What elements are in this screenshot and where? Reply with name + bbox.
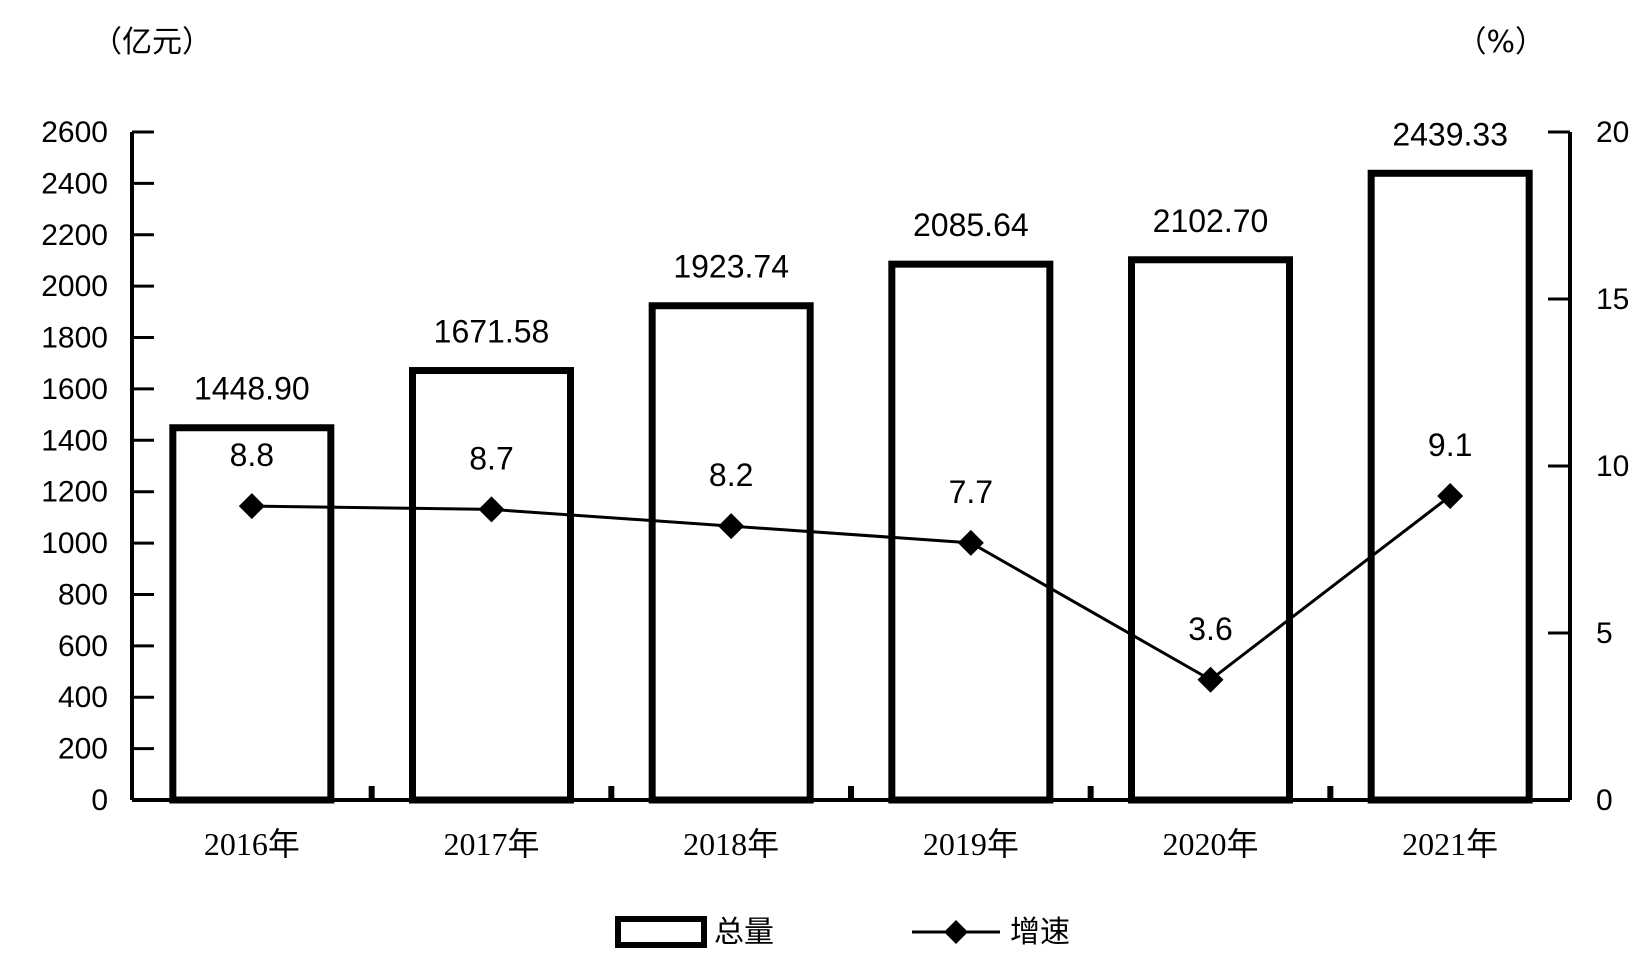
growth-value-label: 7.7 [949,474,993,510]
bar-value-label: 1923.74 [673,249,789,285]
growth-marker [238,493,265,520]
legend-bar-swatch [615,916,707,948]
left-tick-label: 600 [58,630,108,663]
bar-value-label: 1671.58 [434,314,550,350]
left-tick-label: 2400 [41,167,108,200]
legend-line-label: 增速 [1010,915,1070,950]
right-axis-ticks: 0 5 10 15 20 [1548,116,1629,817]
legend: 总量 增速 [615,915,1070,950]
growth-value-label: 9.1 [1428,427,1472,463]
growth-value-label: 8.7 [469,440,513,476]
left-axis-ticks: 0 200 400 600 800 1000 1200 1400 1600 1800 2000 220… [41,116,154,817]
bar-value-labels: 1448.90 1671.58 1923.74 2085.64 2102.70 2439.… [194,116,1508,406]
category-label: 2019年 [923,826,1019,862]
growth-marker [718,513,745,540]
left-tick-label: 800 [58,578,108,611]
category-label: 2020年 [1162,826,1258,862]
bar [409,367,574,804]
category-label: 2016年 [204,826,300,862]
left-axis-unit: （亿元） [92,25,212,60]
legend-line-marker [944,920,968,944]
right-tick-label: 0 [1596,784,1613,817]
left-tick-label: 200 [58,733,108,766]
right-tick-label: 20 [1596,116,1629,149]
right-tick-label: 10 [1596,450,1629,483]
growth-value-label: 8.2 [709,457,753,493]
category-label: 2021年 [1402,826,1498,862]
growth-marker [1437,483,1464,510]
bar [169,424,335,804]
right-tick-label: 5 [1596,617,1613,650]
right-tick-label: 15 [1596,283,1629,316]
left-tick-label: 1400 [41,424,108,457]
bar-value-label: 2439.33 [1392,116,1508,152]
category-label: 2017年 [443,826,539,862]
growth-value-label: 3.6 [1188,611,1232,647]
growth-marker [957,529,984,556]
growth-value-label: 8.8 [230,437,274,473]
left-tick-label: 1600 [41,373,108,406]
left-tick-label: 0 [91,784,108,817]
bar [648,302,814,804]
bar-value-label: 2085.64 [913,207,1029,243]
bar [1128,256,1293,804]
left-tick-label: 400 [58,681,108,714]
bar-value-label: 2102.70 [1153,203,1269,239]
growth-line-group [238,483,1464,693]
growth-marker [1197,666,1224,693]
left-tick-label: 1800 [41,322,108,355]
right-axis-unit: （%） [1456,25,1545,60]
left-tick-label: 2000 [41,270,108,303]
left-tick-label: 1200 [41,476,108,509]
growth-line [251,494,1452,682]
left-tick-label: 2600 [41,116,108,149]
bar-value-label: 1448.90 [194,371,310,407]
category-labels: 2016年 2017年 2018年 2019年 2020年 2021年 [204,786,1498,862]
left-tick-label: 1000 [41,527,108,560]
growth-marker [478,496,505,523]
legend-bar-label: 总量 [714,915,774,950]
bars [169,169,1533,804]
growth-value-labels: 8.8 8.7 8.2 7.7 3.6 9.1 [230,427,1473,647]
left-tick-label: 2200 [41,219,108,252]
category-label: 2018年 [683,826,779,862]
